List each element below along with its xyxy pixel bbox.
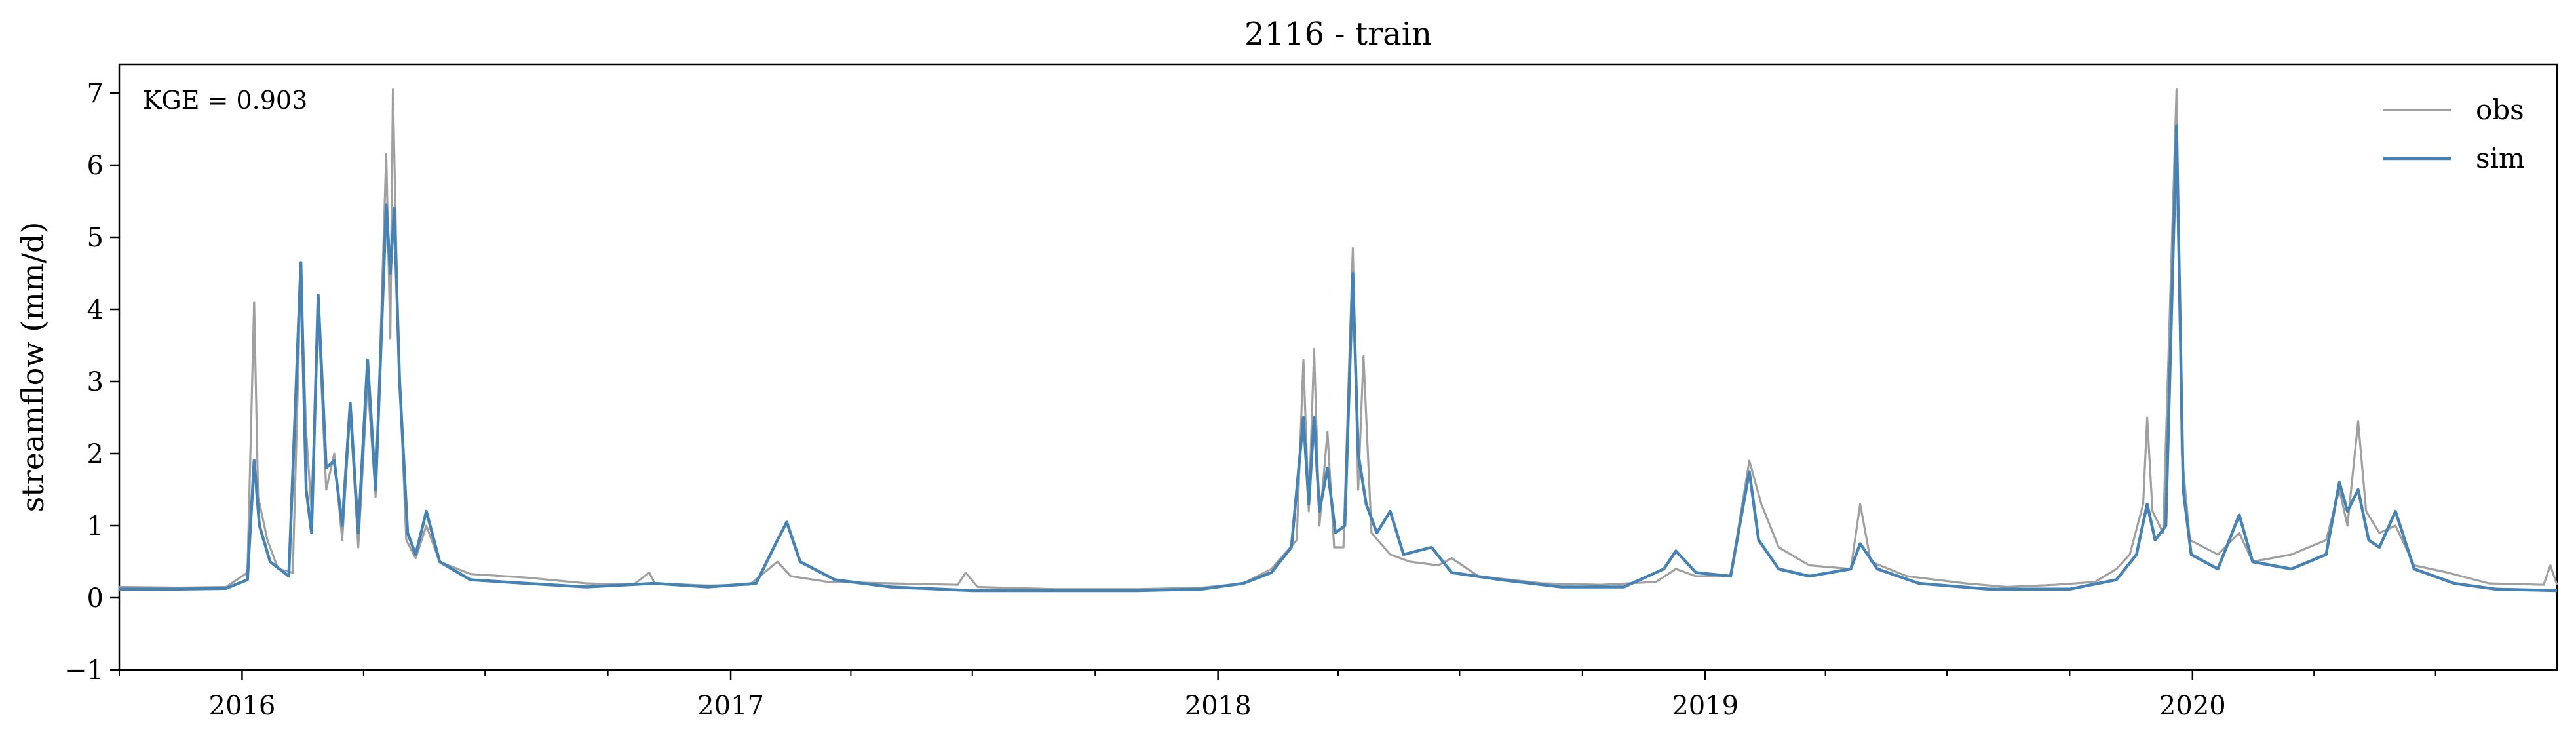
y-tick-label: 0 — [87, 583, 104, 614]
y-tick-label: 3 — [87, 367, 104, 397]
y-tick-label: 7 — [87, 79, 104, 109]
series-line-sim — [119, 124, 2558, 593]
y-axis-label: streamflow (mm/d) — [15, 222, 50, 513]
x-tick-label: 2017 — [697, 691, 764, 721]
legend-label-obs: obs — [2476, 94, 2524, 126]
series-line-obs — [119, 88, 2558, 591]
y-tick-label: 6 — [87, 151, 104, 181]
x-tick-label: 2020 — [2159, 691, 2226, 721]
x-tick-label: 2019 — [1672, 691, 1739, 721]
plot-frame — [118, 63, 2558, 671]
y-tick-label: −1 — [65, 655, 104, 686]
y-tick-label: 4 — [87, 295, 104, 325]
legend-label-sim: sim — [2476, 142, 2525, 174]
y-axis: −1 0 1 2 3 4 5 6 7 — [65, 79, 119, 686]
x-axis: 2016 2017 2018 2019 2020 — [119, 670, 2436, 721]
y-tick-label: 1 — [87, 511, 104, 541]
chart-title: 2116 - train — [1244, 16, 1432, 52]
legend: obs sim — [2383, 94, 2525, 174]
y-tick-label: 5 — [87, 223, 104, 253]
y-tick-label: 2 — [87, 439, 104, 469]
kge-annotation: KGE = 0.903 — [143, 86, 307, 115]
x-tick-label: 2018 — [1185, 691, 1252, 721]
x-tick-label: 2016 — [209, 691, 276, 721]
series-layer — [119, 88, 2558, 593]
